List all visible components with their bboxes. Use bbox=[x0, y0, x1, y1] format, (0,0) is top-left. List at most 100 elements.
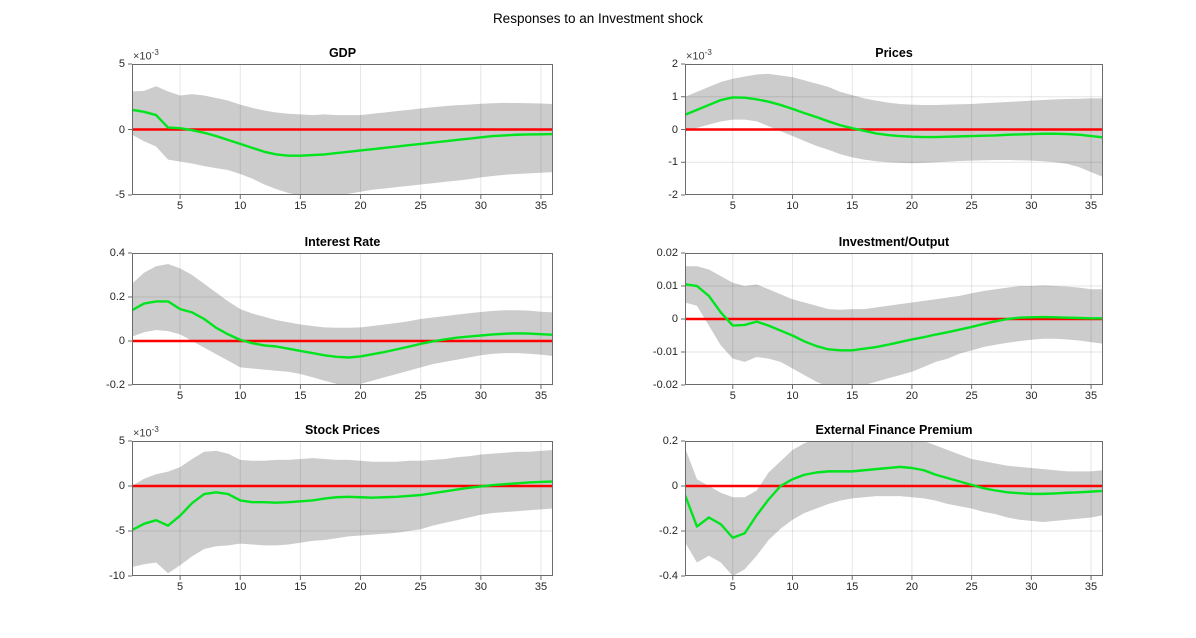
x-tick-label: 35 bbox=[534, 390, 548, 402]
x-tick-label: 20 bbox=[905, 200, 919, 212]
tick-labels: 5 10 15 20 25 30 35 -5 0 5 bbox=[115, 58, 553, 212]
confidence-band bbox=[132, 264, 553, 385]
x-tick-label: 30 bbox=[1025, 581, 1038, 593]
subplot-stock-prices: Stock Prices ×10-3 5 10 15 20 25 30 35 -10 -5 0 5 bbox=[109, 423, 553, 593]
subplot-title: Interest Rate bbox=[304, 235, 381, 249]
y-tick-label: 5 bbox=[118, 58, 125, 70]
axes-box bbox=[132, 64, 553, 195]
y-tick-label: 0 bbox=[118, 123, 125, 136]
axes-box bbox=[132, 253, 553, 385]
exponent-power: -3 bbox=[151, 425, 159, 435]
x-tick-label: 25 bbox=[965, 581, 978, 593]
subplot-title: Investment/Output bbox=[838, 235, 950, 249]
y-tick-label: -0.01 bbox=[652, 346, 678, 358]
x-tick-label: 30 bbox=[1025, 200, 1038, 212]
x-tick-label: 25 bbox=[965, 390, 978, 402]
median-line bbox=[685, 96, 1103, 139]
tick-labels: 5 10 15 20 25 30 35 -0.02 -0.01 0 0.01 0.02 bbox=[653, 247, 1103, 402]
y-tick-label: -0.02 bbox=[652, 379, 678, 391]
subplot-interest-rate: Interest Rate 5 10 15 20 25 30 35 -0.2 0 0.2 0.4 bbox=[106, 235, 553, 402]
plot-area bbox=[681, 63, 1103, 199]
x-tick-label: 20 bbox=[905, 390, 919, 402]
x-tick-label: 35 bbox=[1084, 200, 1098, 212]
plot-content bbox=[132, 64, 553, 195]
x-tick-label: 35 bbox=[534, 200, 548, 212]
exponent-power: -3 bbox=[704, 48, 712, 58]
plot-area bbox=[128, 252, 553, 389]
subplot-title: Prices bbox=[875, 46, 913, 60]
x-tick-label: 10 bbox=[234, 200, 247, 212]
y-tick-label: 2 bbox=[671, 58, 678, 70]
y-axis-exponent-label: ×10-3 bbox=[686, 48, 712, 63]
y-tick-label: 0 bbox=[671, 313, 678, 325]
x-tick-label: 5 bbox=[729, 390, 736, 402]
plot-content bbox=[685, 253, 1103, 385]
x-tick-label: 15 bbox=[294, 581, 307, 593]
x-tick-label: 25 bbox=[414, 200, 427, 212]
median-line bbox=[685, 283, 1103, 352]
x-tick-label: 5 bbox=[729, 581, 736, 593]
tick-labels: 5 10 15 20 25 30 35 -0.4 -0.2 0 0.2 bbox=[659, 435, 1103, 593]
x-tick-label: 20 bbox=[354, 390, 367, 402]
x-tick-label: 15 bbox=[846, 200, 859, 212]
median-line bbox=[685, 465, 1103, 539]
axes-box bbox=[132, 441, 553, 576]
x-tick-label: 10 bbox=[786, 390, 799, 402]
subplot-title: Stock Prices bbox=[304, 423, 381, 437]
median-line bbox=[132, 300, 553, 359]
x-tick-label: 30 bbox=[474, 581, 487, 593]
x-tick-label: 30 bbox=[474, 390, 487, 402]
y-tick-label: -5 bbox=[115, 525, 125, 537]
x-tick-label: 10 bbox=[234, 390, 247, 402]
x-tick-label: 25 bbox=[414, 390, 427, 402]
y-tick-label: 0 bbox=[671, 123, 678, 136]
y-axis-exponent-label: ×10-3 bbox=[133, 425, 159, 440]
x-tick-label: 15 bbox=[294, 200, 307, 212]
x-tick-label: 10 bbox=[786, 581, 799, 593]
confidence-band bbox=[685, 73, 1103, 177]
x-tick-label: 5 bbox=[177, 200, 184, 212]
subplot-external-finance-premium: External Finance Premium 5 10 15 20 25 30 35 -0… bbox=[659, 423, 1103, 593]
x-tick-label: 5 bbox=[177, 581, 184, 593]
plot-area bbox=[681, 252, 1103, 389]
confidence-band bbox=[685, 266, 1103, 385]
median-line bbox=[132, 480, 553, 532]
axes-box bbox=[685, 253, 1103, 385]
x-tick-label: 20 bbox=[354, 200, 367, 212]
confidence-band bbox=[132, 450, 553, 574]
x-tick-label: 5 bbox=[177, 390, 184, 402]
plot-content bbox=[132, 253, 553, 385]
plot-content bbox=[132, 441, 553, 576]
x-tick-label: 15 bbox=[846, 581, 859, 593]
confidence-band bbox=[685, 441, 1103, 576]
y-tick-label: 0 bbox=[118, 480, 125, 492]
y-tick-label: -1 bbox=[668, 156, 678, 169]
y-tick-label: 0.2 bbox=[109, 291, 125, 303]
tick-labels: 5 10 15 20 25 30 35 -10 -5 0 5 bbox=[109, 435, 553, 593]
axes-box bbox=[685, 64, 1103, 195]
y-tick-label: 0.2 bbox=[662, 435, 678, 447]
confidence-band bbox=[132, 86, 553, 195]
subplot-prices: Prices ×10-3 5 10 15 20 25 30 35 -2 -1 0 1 2 bbox=[668, 46, 1103, 212]
x-tick-label: 30 bbox=[474, 200, 487, 212]
figure-title: Responses to an Investment shock bbox=[492, 11, 704, 26]
y-tick-label: -5 bbox=[115, 189, 125, 201]
y-tick-label: 0.4 bbox=[109, 247, 125, 259]
x-tick-label: 35 bbox=[1084, 390, 1098, 402]
axes-box bbox=[685, 441, 1103, 576]
median-line bbox=[132, 108, 553, 157]
plot-area bbox=[128, 63, 553, 199]
x-tick-label: 10 bbox=[786, 200, 799, 212]
tick-labels: 5 10 15 20 25 30 35 -2 -1 0 1 2 bbox=[668, 58, 1103, 212]
x-tick-label: 25 bbox=[414, 581, 427, 593]
y-tick-label: 0.02 bbox=[656, 247, 678, 259]
plot-area bbox=[681, 440, 1103, 580]
subplot-gdp: GDP ×10-3 5 10 15 20 25 30 35 -5 0 5 bbox=[115, 46, 553, 212]
x-tick-label: 15 bbox=[846, 390, 859, 402]
x-tick-label: 35 bbox=[534, 581, 548, 593]
subplot-title: External Finance Premium bbox=[815, 423, 973, 437]
y-tick-label: 0 bbox=[118, 335, 125, 347]
subplot-investment-output: Investment/Output 5 10 15 20 25 30 35 -0.02 -0.0… bbox=[653, 235, 1103, 402]
subplot-title: GDP bbox=[328, 46, 357, 60]
